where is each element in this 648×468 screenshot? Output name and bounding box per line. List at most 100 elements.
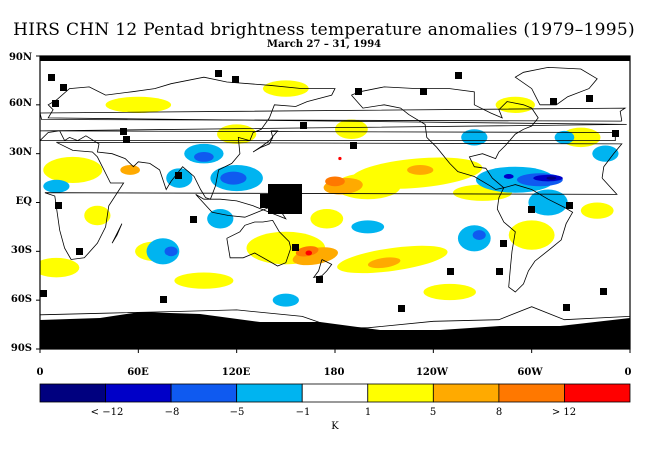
colorbar-label-4: −1: [295, 407, 311, 418]
africa-coast: [44, 141, 623, 260]
colorbar-label-6: 5: [429, 407, 437, 418]
missing-square: [600, 288, 607, 295]
eurasia-coast: [40, 76, 627, 200]
lon-label-60w: 60W: [517, 367, 543, 378]
lon-label-180: 180: [323, 367, 345, 378]
anomaly-blob: [40, 257, 80, 278]
anomaly-blob: [457, 225, 491, 252]
anomaly-blob: [407, 165, 434, 175]
missing-square: [76, 248, 83, 255]
missing-square: [60, 84, 67, 91]
anomaly-blob: [325, 176, 345, 187]
missing-square: [500, 240, 507, 247]
missing-square: [528, 206, 535, 213]
missing-square: [232, 76, 239, 83]
colorbar-label-2: −8: [164, 407, 180, 418]
missing-square: [30, 270, 37, 277]
japan-coast: [252, 130, 279, 153]
colorbar-swatch: [367, 383, 434, 403]
anomaly-blob: [338, 156, 342, 161]
anomaly-blob: [528, 189, 568, 216]
missing-square: [496, 268, 503, 275]
antarctica-coast: [40, 306, 630, 329]
colorbar-label-7: 8: [495, 407, 503, 418]
anomaly-blob: [146, 238, 180, 265]
missing-square: [447, 268, 454, 275]
missing-block: [260, 194, 270, 208]
madagascar-coast: [111, 223, 123, 244]
anomaly-blob: [272, 293, 299, 307]
lat-label-30s: 30S: [10, 245, 32, 256]
anomaly-blob: [84, 205, 111, 226]
anomaly-blob: [120, 165, 140, 175]
missing-square: [160, 296, 167, 303]
anomaly-blob: [546, 176, 557, 180]
missing-square: [40, 290, 47, 297]
colorbar-swatch: [105, 383, 172, 403]
anomaly-blob: [335, 119, 368, 140]
anomaly-blob: [220, 171, 247, 185]
missing-data: [22, 56, 630, 349]
anomaly-blob: [580, 202, 614, 219]
lon-label-120w: 120W: [415, 367, 449, 378]
missing-square: [48, 74, 55, 81]
missing-square: [398, 305, 405, 312]
anomaly-blob: [207, 209, 234, 229]
colorbar: [39, 383, 631, 403]
colorbar-swatch: [39, 383, 106, 403]
missing-square: [300, 122, 307, 129]
greenland-coast: [514, 66, 598, 106]
anomaly-blob: [367, 257, 401, 269]
missing-square: [22, 232, 29, 239]
uk-coast: [40, 107, 627, 122]
anomaly-blob: [472, 230, 486, 240]
lon-label-0: 0: [36, 367, 44, 378]
map-subtitle: March 27 – 31, 1994: [266, 39, 382, 50]
anomaly-blob: [475, 166, 555, 193]
missing-square: [563, 304, 570, 311]
colorbar-label-3: −5: [229, 407, 245, 418]
anomaly-field: [22, 56, 630, 349]
anomaly-blob: [423, 283, 476, 301]
anomaly-blob: [305, 250, 313, 256]
newzealand-coast: [312, 259, 333, 278]
anomaly-blob: [43, 179, 70, 193]
anomaly-blob: [351, 220, 385, 234]
colorbar-unit: K: [331, 421, 339, 432]
colorbar-label-5: 1: [364, 407, 372, 418]
missing-square: [550, 98, 557, 105]
missing-block: [268, 184, 302, 214]
missing-square: [190, 216, 197, 223]
anomaly-blob: [217, 124, 257, 144]
lat-label-60s: 60S: [10, 294, 32, 305]
anomaly-blob: [503, 174, 514, 179]
missing-square: [292, 244, 299, 251]
anomaly-blob: [105, 96, 172, 113]
anomaly-blob: [310, 209, 344, 229]
colorbar-swatch: [170, 383, 238, 403]
missing-square: [612, 326, 619, 333]
map-title: HIRS CHN 12 Pentad brightness temperatur…: [13, 20, 635, 40]
colorbar-swatch: [564, 383, 631, 403]
anomaly-blob: [592, 145, 619, 162]
anomaly-blob: [262, 80, 309, 97]
south-america-coast: [496, 184, 574, 293]
missing-square: [123, 136, 130, 143]
missing-band-north: [40, 56, 630, 61]
anomaly-blob: [164, 246, 178, 257]
axis-ticks: [36, 55, 631, 353]
colorbar-swatch: [498, 383, 565, 403]
colorbar-swatch: [236, 383, 303, 403]
missing-band-south: [40, 312, 630, 349]
lon-label-60e: 60E: [127, 367, 149, 378]
lat-label-90n: 90N: [8, 52, 32, 63]
missing-square: [350, 142, 357, 149]
lat-label-90s: 90S: [10, 343, 32, 354]
missing-square: [586, 95, 593, 102]
anomaly-blob: [194, 152, 214, 162]
lon-label-0-east: 0: [624, 367, 632, 378]
anomaly-blob: [508, 220, 555, 250]
missing-square: [316, 276, 323, 283]
north-america-coast: [351, 86, 539, 190]
